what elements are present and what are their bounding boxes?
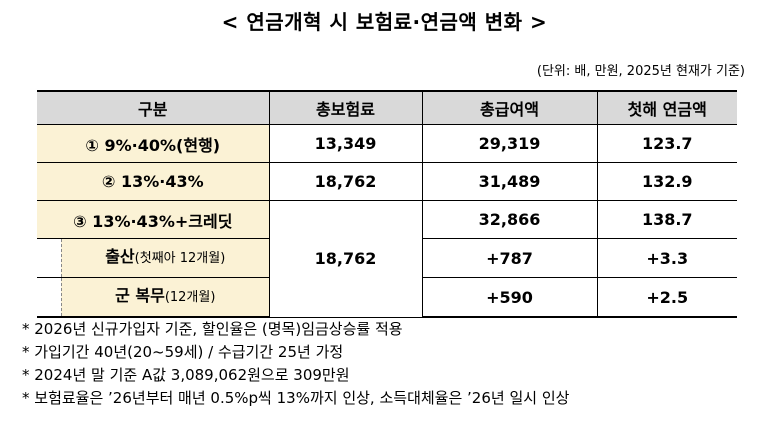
footnote: * 가입기간 40년(20~59세) / 수급기간 25년 가정: [22, 343, 344, 361]
pension-cell: +2.5: [596, 277, 737, 318]
subrow-label-note: (12개월): [164, 290, 216, 305]
benefit-cell: +590: [421, 277, 597, 318]
footnote: * 2024년 말 기준 A값 3,089,062원으로 309만원: [22, 366, 350, 384]
header-first-year-pension: 첫해 연금액: [596, 90, 737, 125]
footnotes: * 2026년 신규가입자 기준, 할인율은 (명목)임금상승률 적용 * 가입…: [22, 318, 569, 410]
footnote: * 보험료율은 ’26년부터 매년 0.5%p씩 13%까지 인상, 소득대체율…: [22, 389, 570, 407]
premium-cell: 13,349: [268, 124, 422, 163]
row-label: ③ 13%·43%+크레딧: [37, 200, 269, 239]
subrow-label-main: 출산: [105, 247, 135, 266]
footnote: * 2026년 신규가입자 기준, 할인율은 (명목)임금상승률 적용: [22, 320, 403, 338]
header-total-benefit: 총급여액: [421, 90, 597, 125]
subrow-label-note: (첫째아 12개월): [134, 251, 226, 266]
table-row: ③ 13%·43%+크레딧 18,762 32,866 138.7: [37, 200, 737, 318]
table-row: ② 13%·43% 18,762 31,489 132.9: [37, 162, 737, 201]
pension-comparison-table: 구분 총보험료 총급여액 첫해 연금액 ① 9%·40%(현행) 13,349 …: [37, 90, 737, 318]
subrow-label: 군 복무(12개월): [37, 277, 269, 318]
subrow-label: 출산(첫째아 12개월): [37, 238, 269, 278]
table-subrow: 군 복무(12개월) +590 +2.5: [37, 277, 737, 318]
header-category: 구분: [37, 90, 269, 125]
benefit-cell: 31,489: [421, 162, 597, 201]
page-title: < 연금개혁 시 보험료·연금액 변화 >: [221, 10, 548, 34]
premium-cell: 18,762: [268, 162, 422, 201]
pension-cell: +3.3: [596, 238, 737, 278]
unit-note: (단위: 배, 만원, 2025년 현재가 기준): [536, 64, 745, 79]
benefit-cell: 32,866: [421, 200, 597, 239]
header-total-premium: 총보험료: [268, 90, 422, 125]
table-subrow: 출산(첫째아 12개월) +787 +3.3: [37, 238, 737, 278]
benefit-cell: 29,319: [421, 124, 597, 163]
pension-cell: 123.7: [596, 124, 737, 163]
pension-cell: 138.7: [596, 200, 737, 239]
premium-cell-merged: 18,762: [268, 200, 422, 318]
row-label: ② 13%·43%: [37, 162, 269, 201]
pension-cell: 132.9: [596, 162, 737, 201]
subrow-label-main: 군 복무: [115, 286, 165, 305]
table-row: ① 9%·40%(현행) 13,349 29,319 123.7: [37, 124, 737, 163]
table-header-row: 구분 총보험료 총급여액 첫해 연금액: [37, 90, 737, 125]
row-label: ① 9%·40%(현행): [37, 124, 269, 163]
benefit-cell: +787: [421, 238, 597, 278]
